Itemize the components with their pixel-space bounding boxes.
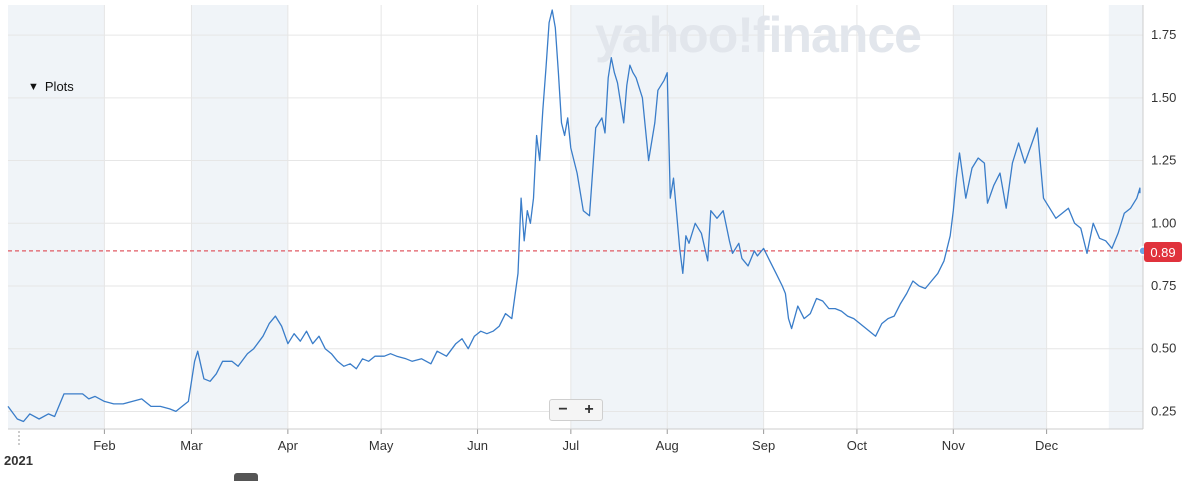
plots-label: Plots — [44, 79, 74, 94]
x-tick-label: Dec — [1035, 438, 1059, 453]
x-tick-label: Nov — [942, 438, 966, 453]
x-tick-label: Apr — [278, 438, 299, 453]
triangle-down-icon: ▼ — [28, 80, 39, 93]
month-band-jan — [8, 5, 105, 429]
x-tick-label: Jun — [467, 438, 488, 453]
y-tick-label: 0.50 — [1151, 341, 1176, 356]
month-band-mar — [191, 5, 288, 429]
y-tick-label: 0.25 — [1151, 403, 1176, 418]
x-tick-label: Feb — [93, 438, 115, 453]
zoom-in-button[interactable]: + — [584, 401, 594, 418]
y-tick-label: 1.50 — [1151, 90, 1176, 105]
x-tick-label: Jul — [563, 438, 580, 453]
zoom-control: − + — [549, 399, 603, 421]
y-tick-label: 1.00 — [1151, 215, 1176, 230]
month-band-nov — [953, 5, 1047, 429]
yahoo-finance-watermark: yahoo!finance — [595, 7, 922, 63]
month-band-late-dec — [1108, 5, 1143, 429]
x-tick-label: May — [369, 438, 394, 453]
month-band-jul — [570, 5, 668, 429]
y-tick-label: 0.75 — [1151, 278, 1176, 293]
y-tick-label: 1.75 — [1151, 27, 1176, 42]
x-tick-label: Sep — [752, 438, 775, 453]
x-tick-label: Aug — [656, 438, 679, 453]
y-tick-label: 1.25 — [1151, 153, 1176, 168]
current-price-badge: 0.89 — [1144, 242, 1182, 262]
x-tick-label: Mar — [180, 438, 203, 453]
zoom-out-button[interactable]: − — [558, 401, 568, 418]
bottom-tab-handle[interactable] — [234, 473, 258, 481]
year-label: 2021 — [4, 453, 33, 468]
plots-toggle[interactable]: ▼ Plots — [28, 79, 74, 94]
x-tick-label: Oct — [847, 438, 868, 453]
price-series-line — [7, 9, 1141, 423]
